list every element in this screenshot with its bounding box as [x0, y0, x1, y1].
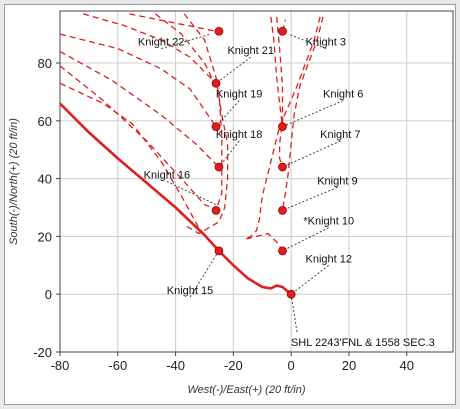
annotation-label: Knight 6 [323, 89, 363, 101]
annotation-leader [218, 140, 240, 168]
x-tick-label: 40 [400, 358, 414, 373]
annotation-label: Knight 22 [138, 37, 184, 49]
series-line-dashed [60, 65, 220, 212]
annotation-label: Knight 18 [216, 129, 262, 141]
x-tick-label: -60 [108, 358, 127, 373]
well-marker [211, 205, 221, 215]
plot-border [59, 10, 454, 353]
series-line-primary [60, 102, 293, 296]
annotation-leader [290, 264, 330, 295]
x-axis-label: West(-)/East(+) (20 ft/in) [187, 384, 305, 396]
y-tick-label: 80 [38, 56, 52, 71]
y-tick-label: 20 [38, 229, 52, 244]
annotation-label: Knight 15 [167, 285, 213, 297]
series-line-dashed [155, 13, 223, 211]
x-tick-label: -40 [166, 358, 185, 373]
annotation-leader [161, 33, 211, 49]
series-line-dashed [281, 16, 324, 211]
well-marker [214, 162, 224, 172]
annotation-leader [166, 181, 217, 206]
x-tick-label: 0 [288, 358, 295, 373]
x-tick-label: 20 [342, 358, 356, 373]
well-marker [278, 205, 287, 215]
well-marker [278, 246, 287, 256]
y-tick-label: 60 [38, 114, 52, 129]
well-marker [214, 26, 224, 36]
annotation-leader [189, 250, 220, 298]
well-marker [278, 162, 287, 172]
well-marker [286, 289, 296, 299]
well-marker [278, 26, 287, 36]
well-marker [214, 246, 224, 256]
well-marker [278, 122, 287, 131]
annotation-label: Knight 3 [306, 37, 346, 49]
series-line-dashed [60, 50, 220, 168]
annotation-leader [282, 100, 344, 128]
y-axis-label: South(-)/North(+) (20 ft/in) [8, 118, 20, 245]
well-marker [211, 122, 221, 131]
annotation-leader [282, 140, 341, 168]
annotation-leader [215, 56, 251, 84]
y-tick-label: 0 [45, 287, 52, 302]
well-marker [211, 78, 221, 88]
series-line-dashed [270, 16, 284, 127]
annotation-label: SHL 2243'FNL & 1558 SEC.3 [291, 337, 435, 349]
y-tick-label: 40 [38, 172, 52, 187]
annotation-label: Knight 9 [317, 175, 357, 187]
annotation-label: *Knight 10 [303, 216, 354, 228]
annotation-label: Knight 7 [320, 129, 360, 141]
annotation-leader [282, 227, 329, 252]
x-tick-label: -80 [51, 358, 70, 373]
annotation-label: Knight 16 [144, 170, 190, 182]
series-line-dashed [129, 13, 217, 32]
annotation-label: Knight 21 [227, 45, 273, 57]
annotation-label: Knight 12 [306, 253, 352, 265]
annotation-leader [215, 100, 240, 127]
annotation-leader [290, 294, 298, 332]
series-line-dashed [183, 13, 229, 235]
series-line-dashed [276, 16, 284, 168]
chart-frame [4, 4, 456, 405]
series-line-dashed [60, 82, 220, 252]
annotation-leader [288, 33, 327, 49]
annotation-leader [282, 186, 338, 211]
series-line-dashed [244, 16, 321, 252]
x-tick-label: -20 [224, 358, 243, 373]
y-tick-label: -20 [33, 345, 52, 360]
annotation-label: Knight 19 [216, 89, 262, 101]
series-line-dashed [82, 13, 217, 84]
